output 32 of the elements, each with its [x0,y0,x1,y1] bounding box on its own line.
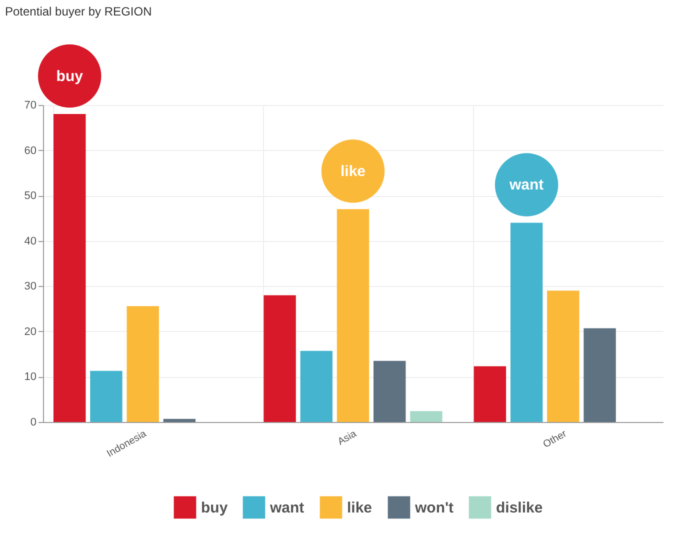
bar [336,209,370,422]
annotation: like [340,163,366,180]
bar [474,366,506,422]
y-tick-label: 70 [24,100,36,112]
bar [374,360,406,422]
text: buy [56,68,84,86]
x-tick-label: Asia [336,428,359,448]
y-tick-label: 60 [24,144,36,157]
bar [547,290,580,422]
bar [410,411,442,422]
bar [90,370,122,422]
y-tick-label: 20 [24,326,36,338]
bar [264,295,296,422]
legend-label: want [269,499,304,516]
bar [54,114,86,422]
x-tick-label: Other [542,428,570,451]
bar [126,306,159,422]
bar [300,350,332,422]
legend-label: like [347,499,372,516]
bar [163,418,196,422]
y-tick-label: 0 [30,416,36,428]
y-tick-label: 50 [24,190,36,202]
legend-label: buy [201,499,228,516]
chart-title: Potential buyer by REGION [5,4,152,18]
legend-label: won't [414,499,454,516]
bar [584,328,616,422]
y-tick-label: 30 [24,280,36,293]
annotation: want [508,176,544,194]
y-tick-label: 10 [24,371,36,384]
legend-label: dislike [496,499,543,516]
y-tick-label: 40 [24,235,36,248]
bar [510,222,543,422]
